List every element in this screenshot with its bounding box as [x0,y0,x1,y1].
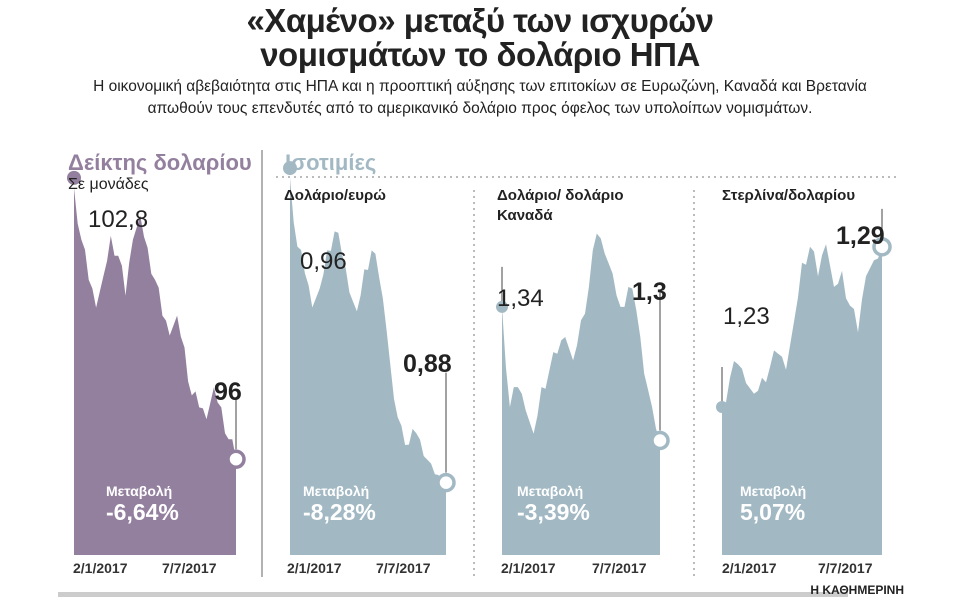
start-marker [716,401,728,414]
index-section-title: Δείκτης δολαρίου [68,150,252,175]
start-marker [283,161,297,176]
rates-section-title: Ισοτιμίες [285,150,377,175]
start-value-label: 0,96 [300,248,347,275]
x-tick: 7/7/2017 [592,560,647,576]
subtitle-line: απωθούν τους επενδυτές από το αμερικανικ… [147,100,813,117]
area-series [74,187,236,555]
change-value: 5,07% [740,499,806,525]
subtitle: Η οικονομική αβεβαιότητα στις ΗΠΑ και η … [40,76,920,120]
change-value: -6,64% [106,499,179,525]
end-marker [650,430,670,451]
end-value-label: 96 [214,378,242,406]
x-tick: 7/7/2017 [162,560,217,576]
chart-title-eur: Δολάριο/ευρώ [284,187,386,204]
subtitle-line: Η οικονομική αβεβαιότητα στις ΗΠΑ και η … [93,78,867,95]
x-tick: 2/1/2017 [501,560,556,576]
x-tick: 2/1/2017 [73,560,128,576]
change-label: Μεταβολή [303,483,370,499]
change-value: -8,28% [303,499,376,525]
area-series [722,244,882,555]
x-tick: 2/1/2017 [287,560,342,576]
end-marker [226,449,246,469]
x-tick: 7/7/2017 [376,560,431,576]
index-unit-label: Σε μονάδες [68,176,149,193]
change-label: Μεταβολή [517,483,584,499]
end-value-label: 1,3 [632,278,667,306]
page-title: «Χαμένο» μεταξύ των ισχυρών νομισμάτων τ… [0,4,960,72]
end-value-label: 0,88 [403,350,452,378]
start-marker [67,170,81,185]
x-tick: 7/7/2017 [818,560,873,576]
change-label: Μεταβολή [106,483,173,499]
area-series [502,233,660,555]
change-value: -3,39% [517,499,590,525]
start-marker [496,300,508,313]
area-series [290,178,446,555]
start-value-label: 1,34 [497,285,544,312]
chart-title-gbp: Στερλίνα/δολαρίου [722,187,856,204]
title-line: νομισμάτων το δολάριο ΗΠΑ [260,36,700,73]
footer-bar [58,592,848,597]
start-value-label: 102,8 [88,206,149,233]
end-value-label: 1,29 [836,222,885,250]
start-value-label: 1,23 [723,303,770,330]
source-logo: Η ΚΑΘΗΜΕΡΙΝΗ [810,583,904,597]
chart-title-cad: Δολάριο/ δολάριο Καναδά [497,187,624,224]
change-label: Μεταβολή [740,483,807,499]
end-marker [436,472,456,493]
end-marker [872,237,892,257]
title-line: «Χαμένο» μεταξύ των ισχυρών [246,2,714,39]
x-tick: 2/1/2017 [722,560,777,576]
